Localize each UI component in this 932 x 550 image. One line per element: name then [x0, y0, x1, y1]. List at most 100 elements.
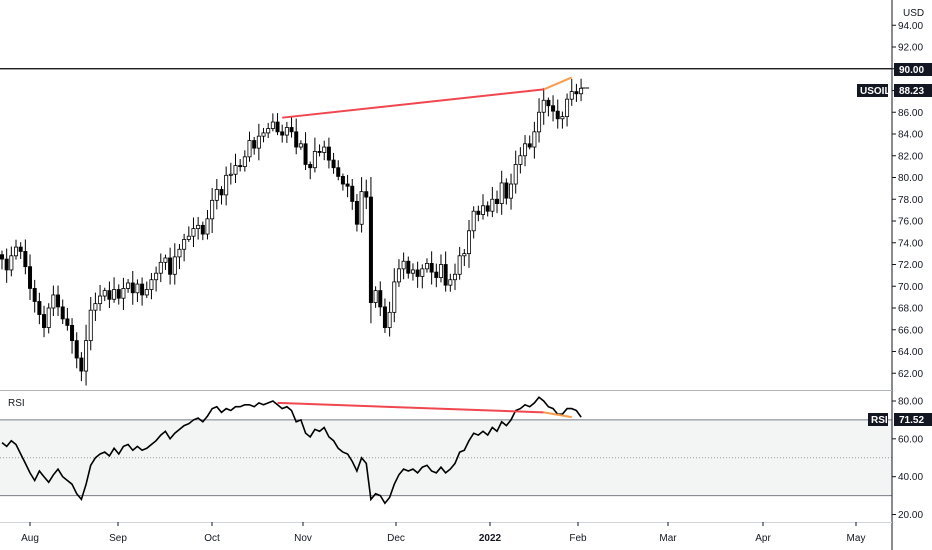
candle-body	[298, 143, 303, 148]
candle	[177, 244, 182, 270]
candle-body	[84, 340, 89, 372]
candle	[490, 186, 495, 218]
candle-body	[368, 196, 373, 303]
candle	[406, 256, 411, 279]
rsi-pane[interactable]	[0, 396, 892, 505]
candle	[224, 166, 229, 206]
rsi-band	[0, 419, 892, 496]
candle	[214, 178, 219, 210]
candle-body	[46, 307, 51, 328]
price-tick-label: 92.00	[898, 43, 923, 54]
time-tick-label: Aug	[21, 533, 39, 544]
price-tick-label: 74.00	[898, 238, 923, 249]
candle	[387, 301, 392, 337]
candle	[46, 303, 51, 334]
candle-body	[158, 261, 163, 274]
candle	[135, 279, 140, 303]
candle-body	[452, 273, 457, 281]
candle-body	[247, 140, 252, 158]
candle	[420, 264, 425, 289]
candle-body	[485, 205, 490, 212]
candle	[168, 247, 173, 285]
price-pane[interactable]	[0, 68, 892, 386]
rsi-tick-label: 40.00	[898, 472, 923, 483]
candle	[518, 147, 523, 174]
candle	[298, 140, 303, 150]
candle-body	[51, 294, 56, 309]
candle	[116, 284, 121, 305]
candle-body	[392, 281, 397, 313]
candle-body	[317, 150, 322, 153]
candle-body	[509, 183, 514, 199]
candle-body	[238, 165, 243, 168]
candle	[65, 307, 70, 331]
candle-body	[275, 121, 280, 133]
candle	[392, 268, 397, 323]
candle-body	[214, 189, 219, 201]
time-tick-label: Apr	[755, 533, 771, 544]
candle-body	[116, 289, 121, 299]
price-tick-label: 72.00	[898, 260, 923, 271]
candle	[200, 221, 205, 241]
candle	[23, 239, 28, 275]
candle	[256, 123, 261, 161]
candle-body	[518, 155, 523, 165]
candle	[499, 170, 504, 215]
candle	[303, 132, 308, 171]
candle	[322, 140, 327, 161]
candle-body	[471, 210, 476, 232]
candle	[9, 246, 14, 277]
candle-body	[98, 295, 103, 305]
candle	[532, 121, 537, 159]
candle	[284, 121, 289, 143]
price-tick-label: 84.00	[898, 130, 923, 141]
candle-body	[88, 309, 93, 342]
price-tick-label: 76.00	[898, 217, 923, 228]
time-tick-label: Sep	[109, 533, 127, 544]
candle-body	[378, 290, 383, 308]
candle-body	[196, 224, 201, 230]
candle	[410, 263, 415, 281]
candle-body	[191, 228, 196, 237]
time-tick-label: May	[847, 533, 866, 544]
candle-body	[481, 205, 486, 215]
candle	[107, 281, 112, 309]
candle	[452, 263, 457, 291]
symbol-badge: USOIL	[860, 86, 891, 97]
rsi-badge-name: RSI	[871, 415, 888, 426]
candle-body	[345, 183, 350, 187]
candle-body	[112, 289, 117, 300]
candle-body	[130, 282, 135, 294]
candle-body	[65, 318, 70, 326]
candle	[401, 252, 406, 280]
candle-body	[242, 156, 247, 168]
candle-body	[284, 127, 289, 136]
price-tick-label: 70.00	[898, 282, 923, 293]
candle-body	[504, 182, 509, 199]
candle	[130, 270, 135, 305]
candle	[28, 254, 33, 301]
candle	[149, 273, 154, 300]
candle-body	[144, 289, 149, 296]
candle-body	[537, 111, 542, 133]
price-tick-label: 64.00	[898, 347, 923, 358]
candle	[242, 150, 247, 172]
candle-body	[308, 164, 313, 169]
candle-body	[448, 279, 453, 286]
candle-body	[107, 290, 112, 300]
candle-body	[172, 256, 177, 275]
candle	[434, 263, 439, 288]
candle-body	[28, 266, 33, 289]
candle-body	[252, 140, 257, 149]
candle	[415, 261, 420, 288]
candle-body	[228, 173, 233, 176]
candle-body	[555, 110, 560, 120]
candle	[154, 266, 159, 292]
candle-body	[233, 165, 238, 175]
candle	[42, 305, 47, 338]
candle	[275, 113, 280, 136]
candle-body	[551, 105, 556, 112]
candle	[163, 254, 168, 270]
candle	[551, 95, 556, 122]
